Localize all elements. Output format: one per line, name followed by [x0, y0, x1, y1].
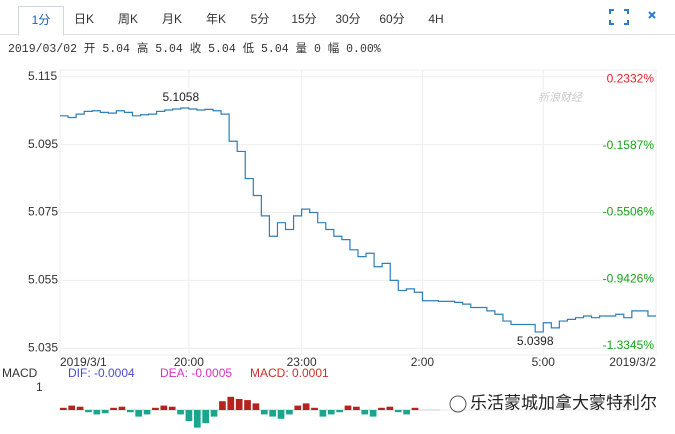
low-annotation: 5.0398: [517, 334, 554, 348]
settings-icon: [648, 11, 656, 19]
macd-bar: [235, 399, 243, 410]
tab[interactable]: 年K: [205, 12, 226, 26]
y2-tick-label: -0.5506%: [603, 205, 655, 219]
y2-tick-label: -0.9426%: [603, 271, 655, 285]
y2-tick-label: -0.1587%: [603, 138, 655, 152]
macd-bar: [252, 403, 260, 410]
macd-bar: [152, 407, 159, 410]
macd-bar: [168, 406, 176, 410]
macd-title: MACD: [2, 366, 38, 380]
macd-dea: DEA: -0.0005: [160, 366, 232, 380]
macd-bar: [386, 406, 394, 410]
x-tick-label: 5:00: [532, 355, 556, 369]
macd-bar: [143, 410, 151, 415]
macd-bar: [394, 410, 402, 413]
macd-bar: [353, 406, 360, 410]
overlay-bg: [440, 388, 675, 418]
overlay-text: 乐活蒙城加拿大蒙特利尔: [470, 392, 657, 412]
macd-bar: [193, 410, 201, 428]
y-tick-label: 5.075: [28, 205, 58, 219]
macd-bar: [68, 405, 76, 410]
macd-bar: [327, 410, 335, 415]
y-tick-label: 5.055: [28, 273, 58, 287]
macd-bar: [118, 406, 126, 410]
tab[interactable]: 60分: [379, 12, 405, 26]
macd-bar: [210, 410, 218, 417]
tab[interactable]: 月K: [161, 12, 182, 26]
macd-bar: [93, 410, 101, 415]
watermark: 新浪财经: [538, 91, 583, 104]
macd-bar: [378, 407, 385, 410]
y-tick-label: 5.035: [28, 340, 58, 354]
tab[interactable]: 4H: [428, 12, 444, 26]
tab[interactable]: 周K: [117, 12, 138, 26]
macd-bar: [76, 406, 84, 410]
fullscreen-icon: [609, 9, 629, 25]
macd-bar: [260, 410, 268, 415]
macd-bar: [286, 410, 293, 415]
macd-bar: [269, 410, 276, 417]
macd-bar: [302, 403, 310, 410]
toolbar: 1分 日K 周K 月K 年K 5分 15分 30分 60分 4H: [0, 0, 675, 36]
macd-bar: [101, 410, 109, 414]
high-annotation: 5.1058: [162, 90, 199, 104]
tab[interactable]: 5分: [250, 12, 270, 26]
macd-bar: [319, 410, 327, 417]
macd-bar: [185, 410, 193, 421]
overlay-icon: [449, 395, 467, 413]
macd-bar: [227, 396, 235, 410]
tab[interactable]: 日K: [73, 12, 94, 26]
tab[interactable]: 30分: [335, 12, 361, 26]
macd-y-label: 1: [36, 380, 43, 394]
macd-dif: DIF: -0.0004: [68, 366, 135, 380]
macd-bar: [403, 410, 410, 415]
macd-bar: [244, 400, 251, 410]
macd-bar: [60, 407, 67, 410]
y-tick-label: 5.095: [28, 137, 58, 151]
macd-bar: [135, 410, 143, 417]
macd-bar: [344, 405, 352, 410]
x-tick-label: 2019/3/1: [60, 355, 107, 369]
macd-bar: [277, 410, 285, 419]
macd-bar: [177, 410, 184, 415]
y2-tick-label: 0.2332%: [607, 71, 655, 85]
macd-bar: [126, 410, 134, 413]
tab[interactable]: 15分: [291, 12, 317, 26]
macd-bar: [219, 401, 226, 410]
x-tick-label: 2019/3/2: [609, 355, 656, 369]
macd-value: MACD: 0.0001: [250, 366, 329, 380]
quote-info: 2019/03/02 开 5.04 高 5.04 收 5.04 低 5.04 量…: [8, 43, 381, 56]
macd-bar: [369, 410, 377, 417]
x-tick-label: 2:00: [411, 355, 435, 369]
macd-bar: [294, 405, 302, 410]
macd-bar: [202, 410, 210, 424]
macd-bar: [336, 410, 343, 413]
macd-bar: [110, 407, 117, 410]
macd-bar: [85, 410, 92, 413]
y-tick-label: 5.115: [28, 69, 57, 83]
macd-bar: [311, 407, 318, 410]
macd-bar: [361, 410, 369, 415]
macd-bar: [411, 407, 419, 410]
y2-tick-label: -1.3345%: [603, 338, 655, 352]
macd-bar: [160, 405, 168, 410]
x-tick-label: 20:00: [174, 355, 204, 369]
x-tick-label: 23:00: [287, 355, 317, 369]
tab[interactable]: 1分: [18, 6, 64, 36]
price-line: [60, 107, 656, 333]
